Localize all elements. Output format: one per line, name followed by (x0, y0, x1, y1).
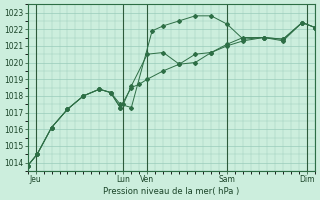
X-axis label: Pression niveau de la mer( hPa ): Pression niveau de la mer( hPa ) (103, 187, 239, 196)
